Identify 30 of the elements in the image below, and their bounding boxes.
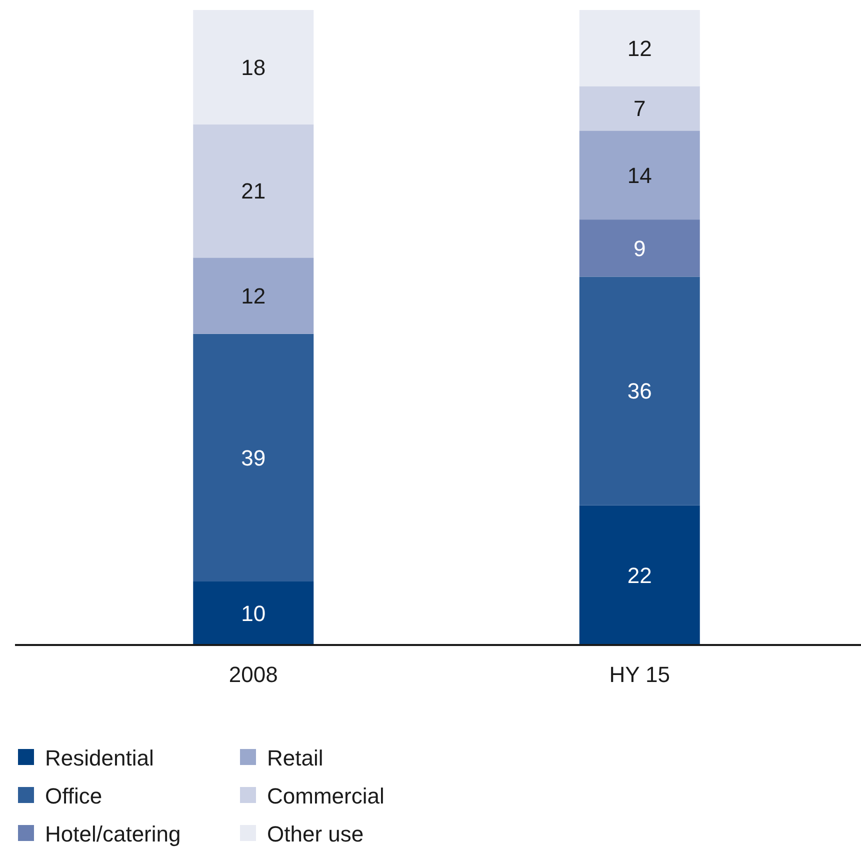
legend-label: Retail: [267, 746, 324, 771]
bar: [193, 258, 314, 334]
bar: [193, 334, 314, 582]
data-label: 22: [627, 562, 652, 588]
bar: [579, 505, 700, 645]
x-tick-label: HY 15: [609, 662, 670, 687]
data-label: 10: [241, 600, 266, 626]
bar: [579, 220, 700, 277]
data-label: 14: [627, 162, 652, 188]
legend-label: Hotel/catering: [45, 822, 181, 847]
bar: [193, 582, 314, 645]
data-label: 9: [634, 236, 646, 261]
data-label: 12: [241, 283, 266, 308]
data-label: 21: [241, 178, 266, 204]
bar: [193, 124, 314, 258]
data-label: 7: [634, 96, 646, 122]
data-label: 18: [241, 54, 266, 80]
legend-label: Office: [45, 784, 102, 809]
x-tick-label: 2008: [228, 662, 278, 687]
legend-label: Commercial: [267, 784, 384, 809]
data-label: 36: [627, 378, 652, 404]
bar: [579, 86, 700, 131]
legend-label: Residential: [45, 746, 154, 771]
bar: [579, 276, 700, 506]
bar: [579, 10, 700, 86]
bar: [193, 10, 314, 124]
bar: [579, 130, 700, 220]
legend-label: Other use: [267, 822, 364, 847]
data-label: 12: [627, 36, 652, 61]
data-label: 39: [241, 445, 266, 470]
